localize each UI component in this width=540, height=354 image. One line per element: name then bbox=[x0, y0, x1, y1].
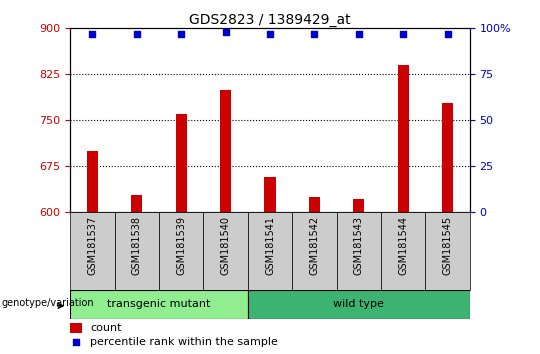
Bar bbox=[442, 103, 453, 212]
Text: GSM181541: GSM181541 bbox=[265, 216, 275, 275]
Bar bbox=[248, 212, 292, 290]
Point bbox=[72, 340, 80, 346]
Text: GSM181543: GSM181543 bbox=[354, 216, 364, 275]
Text: genotype/variation: genotype/variation bbox=[2, 298, 94, 308]
Text: transgenic mutant: transgenic mutant bbox=[107, 299, 211, 309]
Point bbox=[354, 31, 363, 37]
Text: GSM181542: GSM181542 bbox=[309, 216, 319, 275]
Text: count: count bbox=[90, 323, 122, 333]
Point bbox=[443, 31, 452, 37]
Text: GSM181538: GSM181538 bbox=[132, 216, 142, 275]
Bar bbox=[87, 151, 98, 212]
Point bbox=[88, 31, 97, 37]
Text: GSM181537: GSM181537 bbox=[87, 216, 97, 275]
Text: GSM181539: GSM181539 bbox=[176, 216, 186, 275]
Bar bbox=[265, 177, 275, 212]
Point bbox=[221, 29, 230, 35]
Bar bbox=[353, 199, 365, 212]
Bar bbox=[248, 290, 470, 319]
Bar bbox=[426, 212, 470, 290]
Text: percentile rank within the sample: percentile rank within the sample bbox=[90, 337, 278, 348]
Bar bbox=[159, 212, 204, 290]
Title: GDS2823 / 1389429_at: GDS2823 / 1389429_at bbox=[189, 13, 351, 27]
Bar bbox=[114, 212, 159, 290]
Bar bbox=[292, 212, 336, 290]
Bar bbox=[70, 212, 114, 290]
Bar bbox=[70, 290, 248, 319]
Bar bbox=[204, 212, 248, 290]
Point bbox=[132, 31, 141, 37]
Point bbox=[177, 31, 186, 37]
Bar bbox=[220, 90, 231, 212]
Point bbox=[266, 31, 274, 37]
Text: GSM181545: GSM181545 bbox=[443, 216, 453, 275]
Point bbox=[399, 31, 408, 37]
Bar bbox=[309, 197, 320, 212]
Point bbox=[310, 31, 319, 37]
Bar bbox=[336, 212, 381, 290]
Bar bbox=[70, 324, 82, 333]
Bar bbox=[397, 65, 409, 212]
Text: wild type: wild type bbox=[333, 299, 384, 309]
Bar bbox=[131, 195, 143, 212]
Text: GSM181544: GSM181544 bbox=[398, 216, 408, 275]
Text: GSM181540: GSM181540 bbox=[221, 216, 231, 275]
Bar bbox=[176, 114, 187, 212]
Bar bbox=[381, 212, 426, 290]
